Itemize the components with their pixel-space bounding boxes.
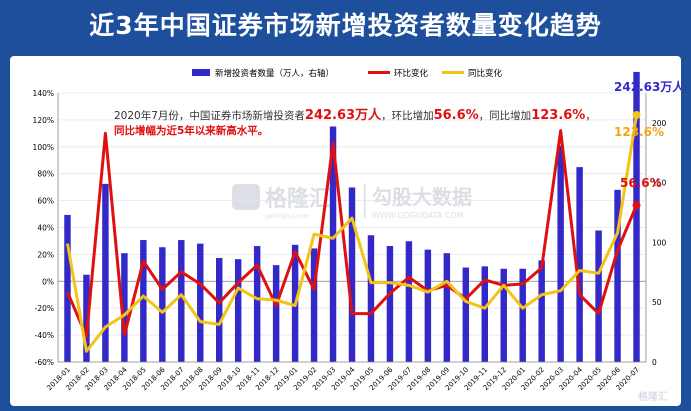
bar xyxy=(386,246,394,362)
bar xyxy=(83,274,90,362)
bar xyxy=(614,189,621,362)
bar xyxy=(140,240,147,362)
line-yoy xyxy=(66,114,638,353)
note-part-c: ，环比增加 xyxy=(381,109,434,122)
y-left-tick-label: 140% xyxy=(33,89,54,98)
bar xyxy=(481,266,488,362)
legend-swatch-bars xyxy=(192,69,210,76)
bar xyxy=(500,268,507,362)
watermark-logo-icon xyxy=(232,184,260,210)
bar xyxy=(178,240,185,362)
note-part-g: ， xyxy=(585,110,596,122)
bar xyxy=(234,259,242,362)
y-right-tick-label: 0 xyxy=(652,358,657,367)
y-left-tick-label: -40% xyxy=(35,331,54,340)
y-left-tick-label: -60% xyxy=(35,358,54,367)
y-right-tick-label: 100 xyxy=(652,238,667,247)
bar xyxy=(102,183,109,362)
bar xyxy=(310,248,318,362)
y-left-tick-label: 40% xyxy=(37,224,54,233)
watermark-brand-url: gelonghui.com xyxy=(265,213,310,220)
chart: 格隆汇 gelonghui.com 勾股大数据 WWW.GOGUDATA.COM… xyxy=(33,68,681,403)
bar xyxy=(272,265,280,362)
y-left-tick-label: 0% xyxy=(42,277,54,286)
bar xyxy=(576,167,583,362)
line-mom xyxy=(66,129,638,338)
watermark-brand: 格隆汇 xyxy=(265,186,331,212)
y-left-tick-label: 60% xyxy=(37,197,54,206)
annotation-bar-last: 242.63万人 xyxy=(614,79,681,94)
legend-label-yoy: 同比变化 xyxy=(468,68,503,79)
bar xyxy=(216,257,223,362)
y-right-tick-label: 50 xyxy=(652,298,662,307)
legend: 新增投资者数量（万人，右轴） 环比变化 同比变化 xyxy=(192,68,503,79)
bar xyxy=(443,253,451,362)
note-part-e: ，同比增加 xyxy=(479,109,532,122)
y-left-tick-label: 80% xyxy=(37,170,54,179)
bar-series xyxy=(64,71,640,362)
annotation-mom-last: 56.6% xyxy=(620,176,662,190)
watermark-brand2: 勾股大数据 xyxy=(372,185,472,209)
bar xyxy=(64,214,71,362)
legend-label-mom: 环比变化 xyxy=(394,68,429,79)
bar xyxy=(462,267,470,362)
page-title: 近3年中国证券市场新增投资者数量变化趋势 xyxy=(89,11,602,40)
note-part-b: 242.63万人 xyxy=(305,107,382,123)
bar xyxy=(557,145,564,362)
note-part-d: 56.6% xyxy=(434,108,479,123)
bar xyxy=(159,247,166,362)
bar xyxy=(405,241,413,362)
corner-watermark: 格隆汇 xyxy=(638,390,668,403)
bar xyxy=(367,235,375,362)
line-series xyxy=(66,111,641,353)
y-right-tick-label: 200 xyxy=(652,119,667,128)
bar xyxy=(595,230,602,362)
y-left-tick-label: -20% xyxy=(35,304,54,313)
chart-card: 格隆汇 gelonghui.com 勾股大数据 WWW.GOGUDATA.COM… xyxy=(10,56,681,406)
bar xyxy=(253,246,261,362)
note-line-2: 同比增幅为近5年以来新高水平。 xyxy=(114,124,268,137)
bar xyxy=(519,268,526,362)
bar xyxy=(197,243,204,362)
bar xyxy=(329,126,337,362)
watermark-brand2-url: WWW.GOGUDATA.COM xyxy=(372,211,464,220)
legend-label-bars: 新增投资者数量（万人，右轴） xyxy=(215,68,334,79)
bar xyxy=(348,187,356,362)
point-yoy-last xyxy=(632,111,641,120)
note-line-1: 2020年7月份，中国证券市场新增投资者242.63万人，环比增加56.6%，同… xyxy=(114,107,596,123)
y-left-tick-label: 120% xyxy=(33,116,54,125)
point-mom-last xyxy=(632,201,641,210)
note-part-a: 2020年7月份，中国证券市场新增投资者 xyxy=(114,109,305,122)
bar xyxy=(121,253,128,362)
legend-swatch-yoy xyxy=(442,71,464,74)
note-part-f: 123.6% xyxy=(531,108,585,123)
bar xyxy=(633,71,640,362)
y-right-tick-label: 150 xyxy=(652,179,667,188)
y-left-tick-label: 20% xyxy=(37,250,54,259)
annotation-yoy-last: 123.6% xyxy=(614,125,664,139)
bar xyxy=(538,260,545,362)
y-left-tick-label: 100% xyxy=(33,143,54,152)
bar xyxy=(424,249,432,362)
legend-swatch-mom xyxy=(368,71,390,74)
